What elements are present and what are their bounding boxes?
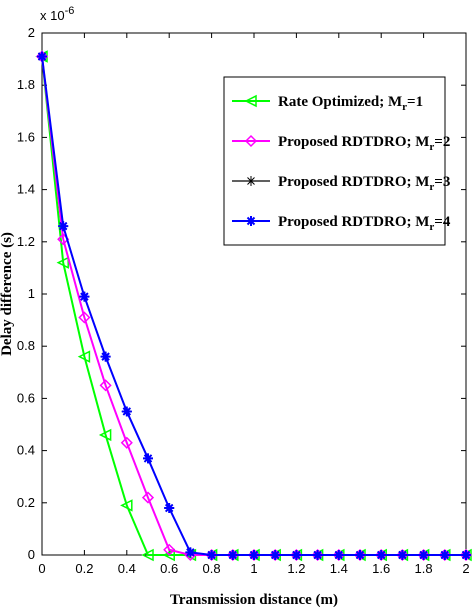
data-point — [162, 548, 175, 562]
x-tick-label: 1 — [250, 561, 257, 576]
axis-ticks: 0 0.2 0.4 0.6 0.8 1 1.2 1.4 1.6 1.8 2 0 0.2 0.4 0.6 0.8… — [17, 25, 470, 576]
y-tick-label: 0.6 — [17, 390, 35, 405]
legend-box — [223, 76, 446, 246]
y-tick-label: 1.6 — [17, 129, 35, 144]
data-point — [98, 428, 112, 442]
y-tick-label: 0.4 — [17, 443, 35, 458]
data-point — [120, 436, 133, 449]
data-point — [461, 550, 471, 560]
data-point — [58, 221, 69, 232]
x-tick-label: 0.6 — [160, 561, 178, 576]
legend-marker — [244, 94, 257, 108]
data-point — [121, 406, 132, 417]
y-tick-label: 1 — [28, 286, 35, 301]
legend-label: Proposed RDTDRO; Mr=3 — [278, 174, 450, 193]
legend-entry: Proposed RDTDRO; Mr=4 — [232, 214, 451, 233]
y-exponent-label: x 10-6 — [40, 5, 74, 23]
data-point — [78, 311, 91, 324]
data-point — [227, 550, 238, 560]
legend-marker — [244, 134, 258, 148]
legend-entry: Proposed RDTDRO; Mr=3 — [232, 174, 450, 193]
x-tick-label: 1.4 — [330, 561, 348, 576]
data-point — [141, 491, 155, 504]
data-point — [439, 550, 450, 560]
data-point — [77, 350, 91, 363]
data-point — [270, 550, 281, 560]
data-point — [100, 351, 111, 362]
data-point — [397, 550, 408, 560]
x-tick-label: 0.4 — [118, 561, 136, 576]
x-tick-label: 1.2 — [287, 561, 305, 576]
x-tick-label: 0.8 — [203, 561, 221, 576]
data-point — [143, 453, 153, 464]
series-layer — [35, 50, 473, 562]
legend: Rate Optimized; Mr=1 Proposed RDTDRO; Mr=… — [223, 76, 451, 246]
legend-marker — [246, 176, 256, 186]
data-point — [37, 51, 47, 62]
x-axis-label: Transmission distance (m) — [170, 592, 338, 608]
legend-label: Rate Optimized; Mr=1 — [278, 94, 423, 113]
y-tick-label: 1.8 — [17, 77, 35, 92]
series-4 — [37, 51, 471, 560]
data-point — [418, 550, 429, 560]
legend-entry: Rate Optimized; Mr=1 — [232, 94, 423, 113]
x-tick-label: 0.2 — [75, 561, 93, 576]
data-point — [79, 291, 90, 302]
data-point — [163, 543, 176, 556]
y-tick-label: 0.8 — [17, 338, 35, 353]
y-axis-label: Delay difference (s) — [0, 232, 15, 356]
y-tick-label: 2 — [28, 25, 35, 40]
data-point — [56, 256, 69, 269]
x-tick-label: 1.8 — [415, 561, 433, 576]
data-point — [333, 550, 344, 560]
data-point — [291, 550, 302, 560]
legend-label: Proposed RDTDRO; Mr=2 — [278, 134, 450, 153]
data-point — [164, 503, 175, 514]
legend-entry: Proposed RDTDRO; Mr=2 — [232, 134, 450, 153]
data-point — [99, 379, 112, 392]
y-tick-label: 0 — [28, 547, 35, 562]
y-tick-label: 1.4 — [17, 182, 35, 197]
data-point — [312, 550, 323, 560]
data-point — [376, 550, 387, 560]
legend-label: Proposed RDTDRO; Mr=4 — [278, 214, 451, 233]
x-tick-label: 2 — [462, 561, 469, 576]
data-point — [141, 548, 154, 562]
y-tick-label: 1.2 — [17, 234, 35, 249]
x-tick-label: 1.6 — [372, 561, 390, 576]
data-point — [206, 550, 217, 560]
data-point — [185, 547, 196, 558]
y-tick-label: 0.2 — [17, 495, 35, 510]
data-point — [249, 550, 259, 560]
data-point — [355, 550, 365, 560]
x-tick-label: 0 — [38, 561, 45, 576]
data-point — [120, 499, 133, 512]
legend-marker — [246, 216, 256, 226]
